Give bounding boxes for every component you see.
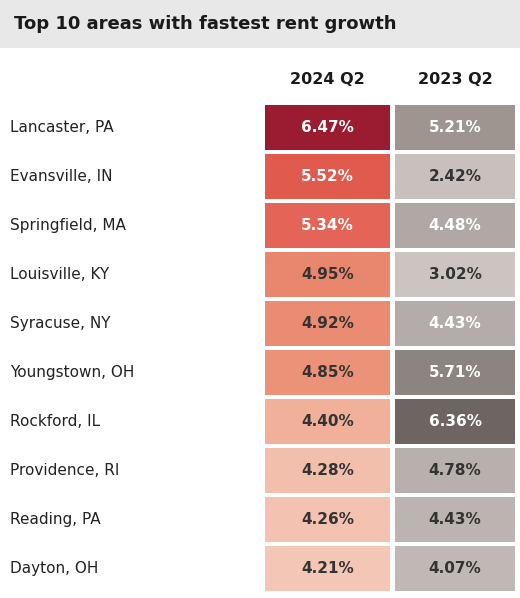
FancyBboxPatch shape (265, 252, 390, 297)
Text: Dayton, OH: Dayton, OH (10, 561, 98, 576)
FancyBboxPatch shape (395, 301, 515, 346)
Text: 5.34%: 5.34% (301, 218, 354, 233)
Text: Evansville, IN: Evansville, IN (10, 169, 112, 184)
FancyBboxPatch shape (395, 154, 515, 199)
Text: Louisville, KY: Louisville, KY (10, 267, 109, 282)
FancyBboxPatch shape (395, 448, 515, 493)
FancyBboxPatch shape (395, 546, 515, 591)
Text: Youngstown, OH: Youngstown, OH (10, 365, 134, 380)
Text: 2.42%: 2.42% (428, 169, 482, 184)
Text: 2023 Q2: 2023 Q2 (418, 72, 492, 87)
Text: 5.52%: 5.52% (301, 169, 354, 184)
Text: 4.85%: 4.85% (301, 365, 354, 380)
FancyBboxPatch shape (265, 546, 390, 591)
FancyBboxPatch shape (0, 0, 520, 48)
FancyBboxPatch shape (395, 203, 515, 248)
Text: Springfield, MA: Springfield, MA (10, 218, 126, 233)
FancyBboxPatch shape (395, 350, 515, 395)
Text: 4.21%: 4.21% (301, 561, 354, 576)
Text: 5.71%: 5.71% (428, 365, 482, 380)
FancyBboxPatch shape (265, 448, 390, 493)
FancyBboxPatch shape (265, 399, 390, 444)
FancyBboxPatch shape (265, 203, 390, 248)
FancyBboxPatch shape (265, 497, 390, 542)
Text: 4.92%: 4.92% (301, 316, 354, 331)
FancyBboxPatch shape (265, 301, 390, 346)
Text: Reading, PA: Reading, PA (10, 512, 101, 527)
FancyBboxPatch shape (265, 350, 390, 395)
FancyBboxPatch shape (395, 105, 515, 150)
FancyBboxPatch shape (395, 252, 515, 297)
FancyBboxPatch shape (395, 399, 515, 444)
FancyBboxPatch shape (395, 497, 515, 542)
Text: 4.48%: 4.48% (428, 218, 482, 233)
Text: 6.36%: 6.36% (428, 414, 482, 429)
Text: 4.43%: 4.43% (428, 512, 482, 527)
Text: 4.40%: 4.40% (301, 414, 354, 429)
FancyBboxPatch shape (265, 105, 390, 150)
Text: 4.26%: 4.26% (301, 512, 354, 527)
Text: 2024 Q2: 2024 Q2 (290, 72, 365, 87)
Text: Syracuse, NY: Syracuse, NY (10, 316, 111, 331)
Text: 4.07%: 4.07% (428, 561, 482, 576)
Text: 4.43%: 4.43% (428, 316, 482, 331)
Text: 3.02%: 3.02% (428, 267, 482, 282)
Text: 4.28%: 4.28% (301, 463, 354, 478)
Text: Providence, RI: Providence, RI (10, 463, 120, 478)
Text: 5.21%: 5.21% (428, 120, 482, 135)
Text: Lancaster, PA: Lancaster, PA (10, 120, 114, 135)
Text: Rockford, IL: Rockford, IL (10, 414, 100, 429)
FancyBboxPatch shape (265, 154, 390, 199)
Text: 6.47%: 6.47% (301, 120, 354, 135)
Text: Top 10 areas with fastest rent growth: Top 10 areas with fastest rent growth (14, 15, 397, 33)
Text: 4.78%: 4.78% (428, 463, 482, 478)
Text: 4.95%: 4.95% (301, 267, 354, 282)
